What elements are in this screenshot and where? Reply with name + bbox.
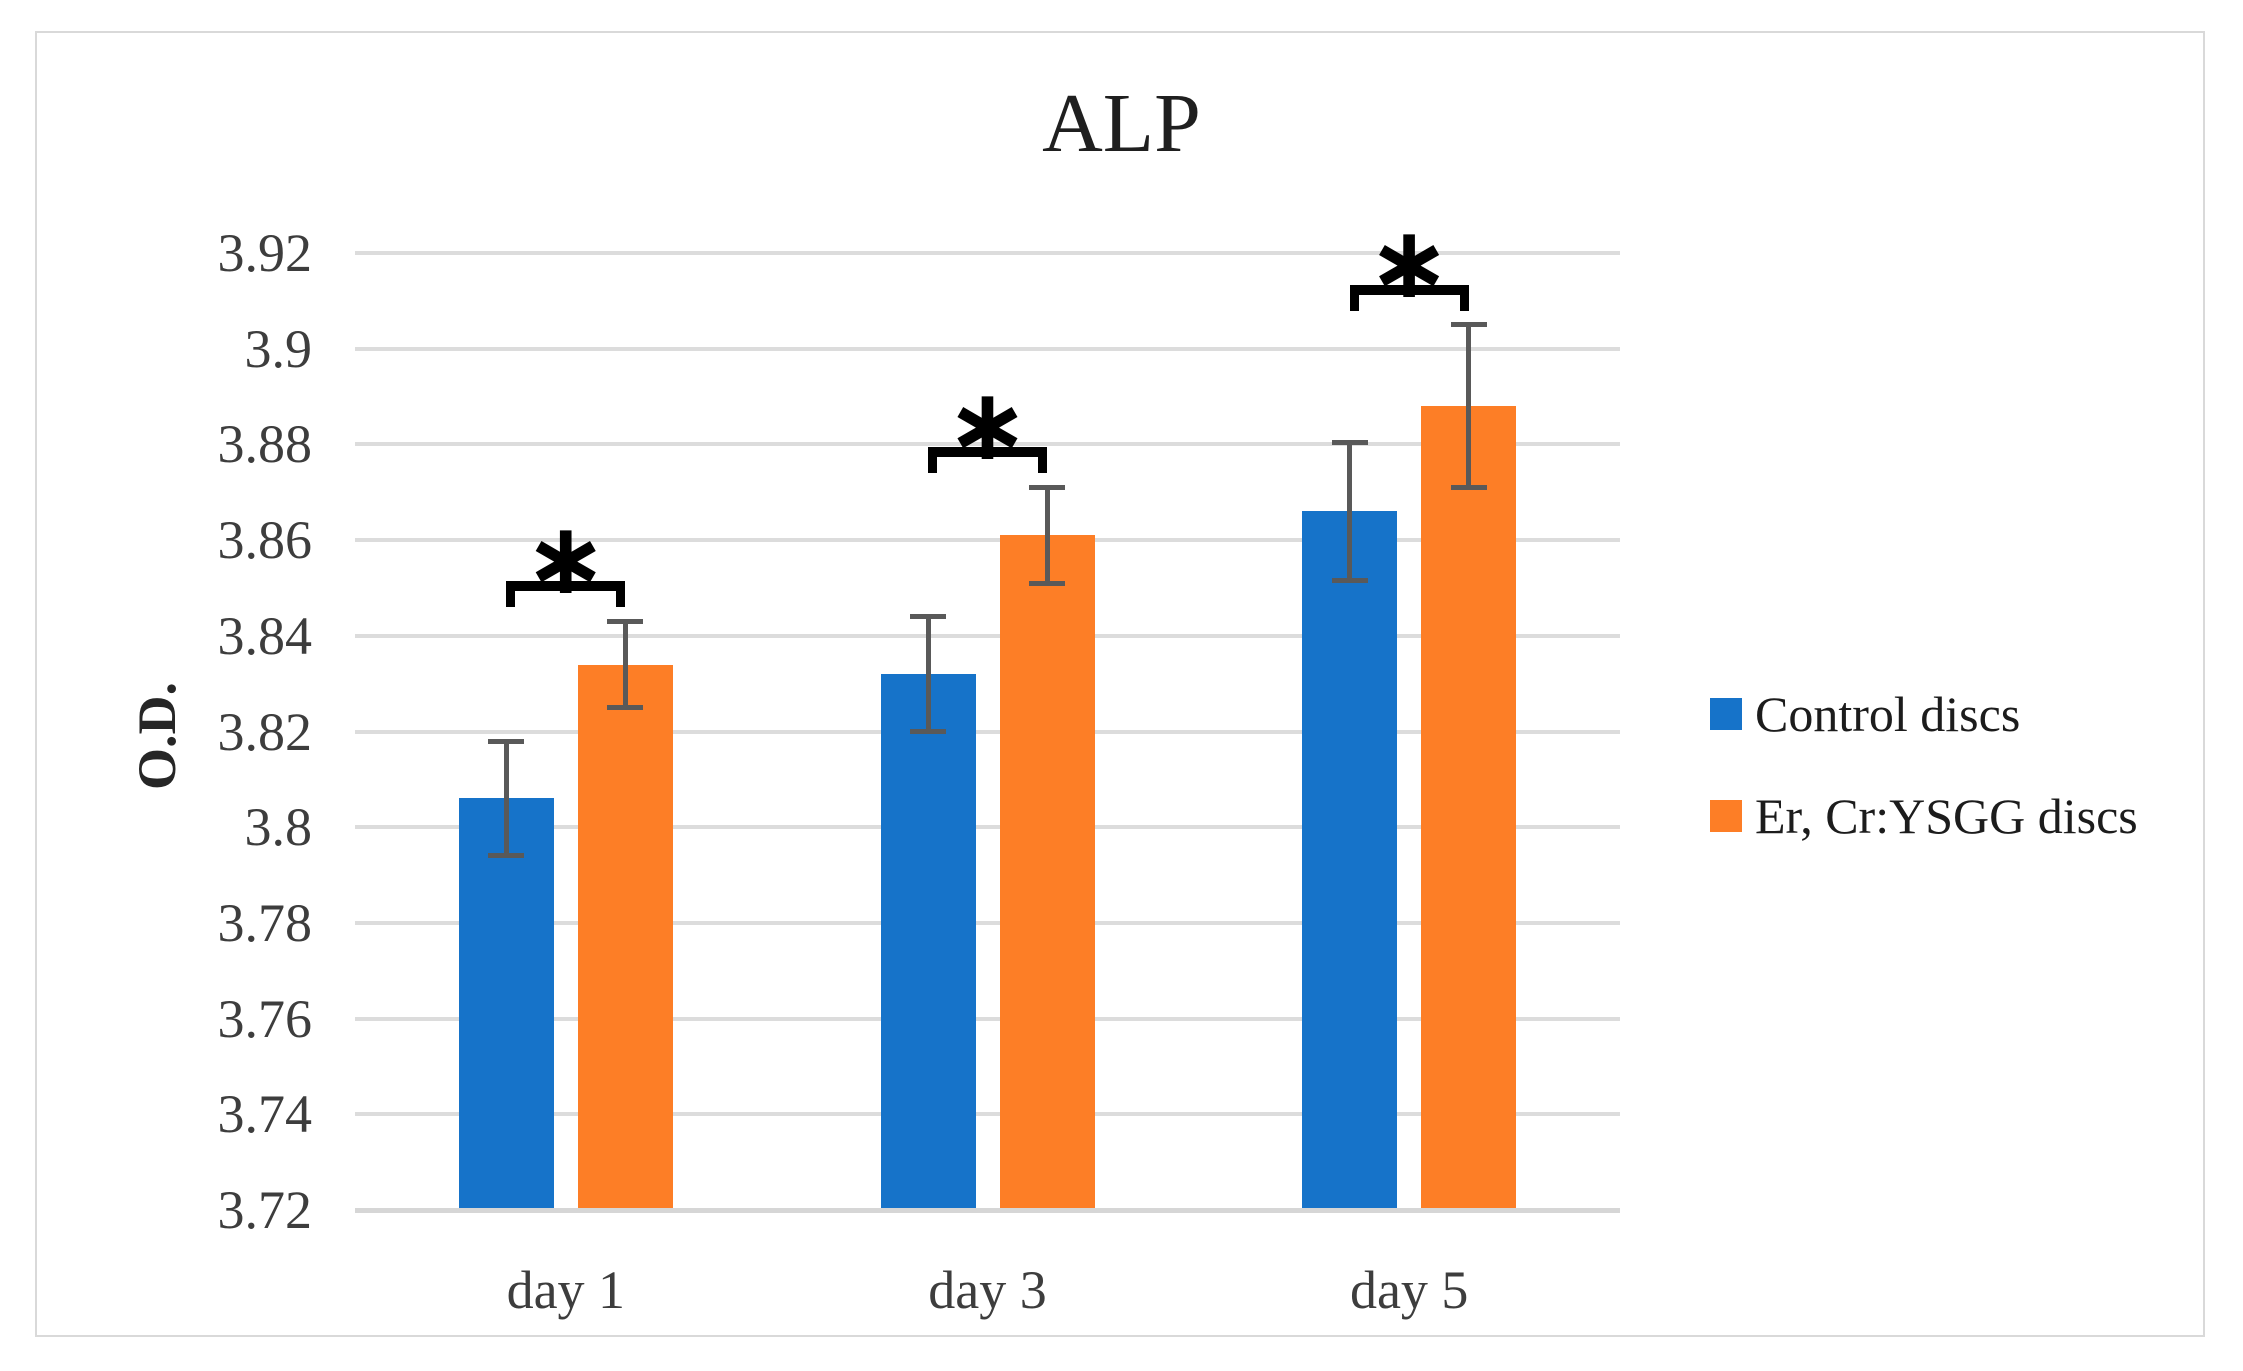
gridline-3.8: [355, 825, 1620, 830]
significance-asterisk-day-3: ∗: [945, 366, 1030, 484]
significance-bracket-day-5: [1349, 284, 1469, 311]
y-tick-label-3.88: 3.88: [217, 414, 313, 475]
error-bar-stem-control-discs-day-3: [925, 616, 931, 732]
y-tick-label-3.9: 3.9: [244, 318, 313, 379]
chart-title: ALP: [1042, 77, 1201, 170]
gridline-3.74: [355, 1112, 1620, 1117]
figure-border: [35, 31, 2205, 1337]
gridline-3.84: [355, 633, 1620, 638]
error-bar-cap-top-control-discs-day-5: [1331, 439, 1368, 445]
error-bar-stem-er-cr-ysgg-discs-day-5: [1466, 324, 1472, 488]
legend: Control discs Er, Cr:YSGG discs: [1710, 682, 2138, 848]
error-bar-stem-control-discs-day-5: [1347, 442, 1353, 581]
y-tick-label-3.86: 3.86: [217, 510, 313, 571]
error-bar-stem-control-discs-day-1: [503, 741, 509, 856]
error-bar-cap-bottom-er-cr-ysgg-discs-day-3: [1029, 580, 1065, 586]
error-bar-cap-bottom-er-cr-ysgg-discs-day-1: [607, 705, 644, 711]
y-tick-label-3.82: 3.82: [217, 701, 313, 762]
bar-er-cr-ysgg-discs-day-3: [999, 535, 1095, 1208]
significance-asterisk-day-5: ∗: [1367, 203, 1452, 321]
gridline-3.82: [355, 729, 1620, 734]
y-tick-label-3.74: 3.74: [217, 1084, 313, 1145]
bar-control-discs-day-1: [458, 798, 554, 1208]
x-label-day-5: day 5: [1349, 1260, 1469, 1320]
y-tick-label-3.84: 3.84: [217, 605, 313, 666]
bar-control-discs-day-5: [1302, 511, 1398, 1208]
legend-swatch-er-cr-ysgg-discs: [1710, 800, 1742, 832]
gridline-3.76: [355, 1016, 1620, 1021]
error-bar-cap-top-control-discs-day-1: [488, 738, 525, 744]
error-bar-cap-bottom-control-discs-day-1: [488, 853, 525, 859]
y-tick-label-3.92: 3.92: [217, 223, 313, 283]
error-bar-cap-bottom-er-cr-ysgg-discs-day-5: [1450, 484, 1487, 490]
legend-item-er-cr-ysgg-discs: Er, Cr:YSGG discs: [1710, 784, 2138, 848]
legend-item-control-discs: Control discs: [1710, 682, 2138, 746]
y-tick-label-3.72: 3.72: [217, 1180, 313, 1240]
legend-label: Control discs: [1755, 686, 2021, 742]
error-bar-stem-er-cr-ysgg-discs-day-3: [1044, 487, 1050, 584]
gridline-3.78: [355, 920, 1620, 925]
bar-control-discs-day-3: [880, 674, 976, 1208]
gridline-3.88: [355, 442, 1620, 447]
y-tick-label-3.8: 3.8: [244, 797, 313, 858]
legend-label: Er, Cr:YSGG discs: [1755, 788, 2138, 844]
gridline-3.92: [355, 251, 1620, 255]
error-bar-cap-bottom-control-discs-day-3: [910, 729, 946, 734]
significance-asterisk-day-1: ∗: [523, 500, 608, 618]
gridline-3.86: [355, 538, 1620, 543]
x-label-day-1: day 1: [506, 1260, 626, 1320]
error-bar-cap-top-er-cr-ysgg-discs-day-3: [1029, 484, 1065, 490]
error-bar-cap-top-er-cr-ysgg-discs-day-5: [1450, 322, 1487, 328]
y-tick-label-3.76: 3.76: [217, 988, 313, 1049]
bar-er-cr-ysgg-discs-day-5: [1421, 406, 1517, 1208]
significance-bracket-day-3: [928, 447, 1047, 474]
x-axis-line3.72: [355, 1208, 1620, 1213]
error-bar-cap-top-er-cr-ysgg-discs-day-1: [607, 618, 644, 624]
gridline-3.9: [355, 346, 1620, 351]
error-bar-cap-top-control-discs-day-3: [910, 614, 946, 620]
error-bar-stem-er-cr-ysgg-discs-day-1: [622, 621, 628, 708]
significance-bracket-day-1: [506, 581, 626, 608]
bar-er-cr-ysgg-discs-day-1: [577, 664, 673, 1208]
x-label-day-3: day 3: [928, 1260, 1047, 1320]
y-tick-label-3.78: 3.78: [217, 892, 313, 953]
error-bar-cap-bottom-control-discs-day-5: [1331, 578, 1368, 584]
legend-swatch-control-discs: [1710, 698, 1742, 730]
